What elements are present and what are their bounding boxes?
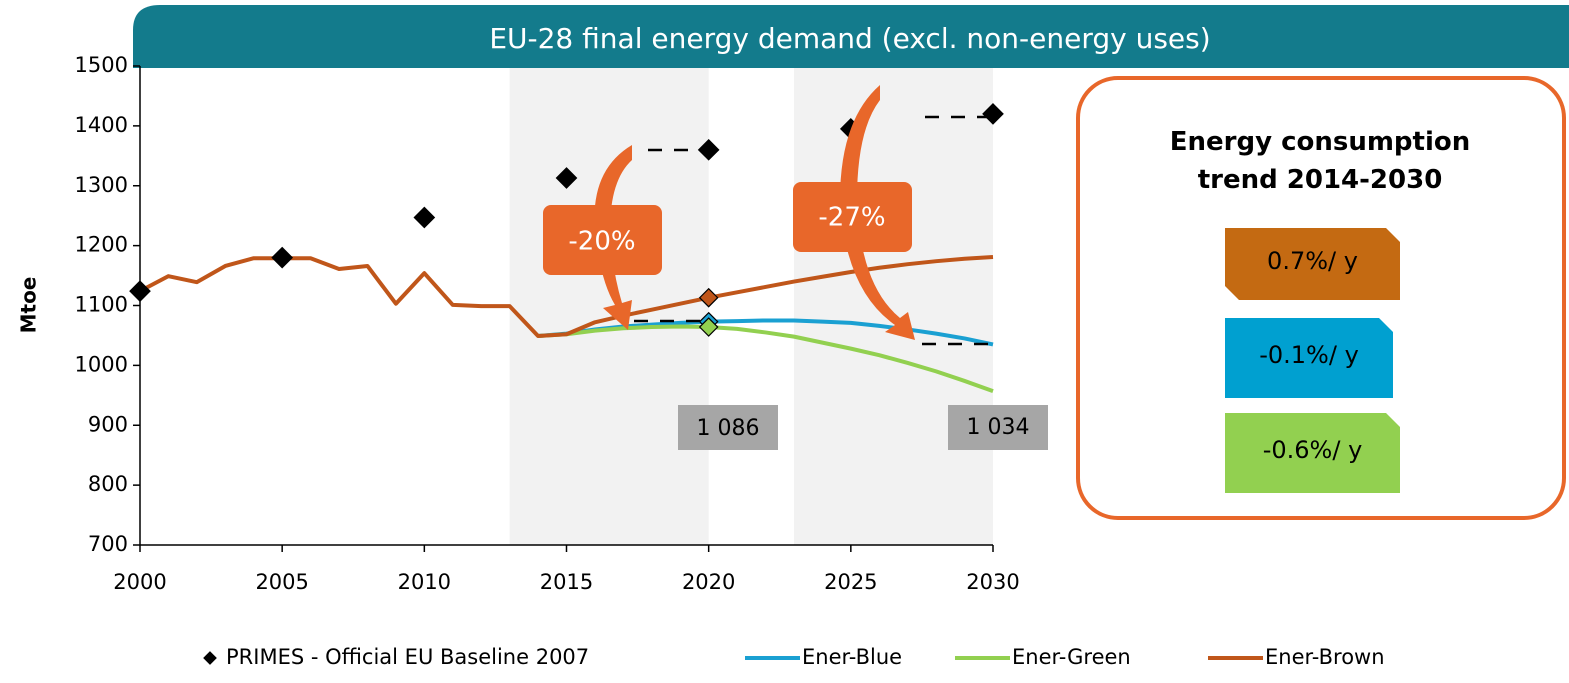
annotation: -20% — [568, 227, 635, 257]
y-tick-label: 1500 — [75, 53, 128, 77]
legend-label: Ener-Brown — [1265, 645, 1385, 669]
marker — [982, 103, 1004, 125]
trend-label: -0.1%/ y — [1259, 341, 1359, 369]
arrow — [594, 145, 632, 330]
y-tick-label: 1100 — [75, 293, 128, 317]
side-panel-title: Energy consumption trend 2014-2030 — [1170, 127, 1471, 195]
arrows — [594, 85, 915, 340]
bands — [509, 66, 993, 545]
x-tick-label: 2000 — [113, 570, 166, 594]
y-axis-label: Mtoe — [17, 277, 41, 334]
trend-box — [1225, 413, 1400, 493]
x-tick-label: 2020 — [682, 570, 735, 594]
marker — [271, 246, 294, 269]
y-tick-label: 700 — [88, 532, 128, 556]
annotation: 1 086 — [697, 416, 760, 441]
annotation: -27% — [818, 203, 885, 233]
marker — [698, 317, 719, 337]
y-tick-label: 1200 — [75, 233, 128, 257]
shaded-band — [793, 66, 993, 545]
arrow — [840, 85, 915, 340]
annotation-box — [793, 182, 912, 252]
side-items: 0.7%/ y -0.1%/ y -0.6%/ y — [1225, 228, 1400, 493]
marker — [697, 138, 720, 161]
label-box — [678, 405, 778, 450]
legend: PRIMES - Official EU Baseline 2007 Ener-B… — [203, 645, 1385, 669]
trend-label: 0.7%/ y — [1267, 247, 1358, 275]
marker — [698, 287, 719, 308]
trend-box — [1225, 318, 1393, 398]
marker — [555, 167, 578, 189]
y-tick-label: 1300 — [75, 173, 128, 197]
y-tick-label: 1400 — [75, 113, 128, 137]
plot: 700 800 900 1000 1100 1200 1300 1400 1500 2000 200… — [75, 53, 1020, 594]
x-tick-label: 2015 — [540, 570, 593, 594]
marker — [129, 280, 151, 302]
legend-label: Ener-Green — [1012, 645, 1131, 669]
x-tick-label: 2005 — [255, 570, 308, 594]
series-line — [537, 324, 994, 394]
chart-title: EU-28 final energy demand (excl. non-ene… — [489, 22, 1210, 55]
y-tick-label: 1000 — [75, 352, 128, 376]
legend-label: Ener-Blue — [802, 645, 902, 669]
annotation-box — [543, 205, 662, 275]
trend-box — [1225, 228, 1400, 300]
x-tick-label: 2025 — [824, 570, 877, 594]
marker — [413, 206, 436, 229]
legend-label: PRIMES - Official EU Baseline 2007 — [226, 645, 589, 669]
trend-label: -0.6%/ y — [1263, 436, 1363, 464]
x-tick-label: 2030 — [966, 570, 1019, 594]
marker — [203, 651, 217, 665]
label-box — [948, 405, 1048, 450]
x-tick-label: 2010 — [398, 570, 451, 594]
y-tick-label: 900 — [88, 412, 128, 436]
title-banner — [133, 5, 1569, 68]
y-tick-label: 800 — [88, 472, 128, 496]
annotation: 1 034 — [967, 415, 1030, 440]
guides — [634, 115, 1000, 346]
